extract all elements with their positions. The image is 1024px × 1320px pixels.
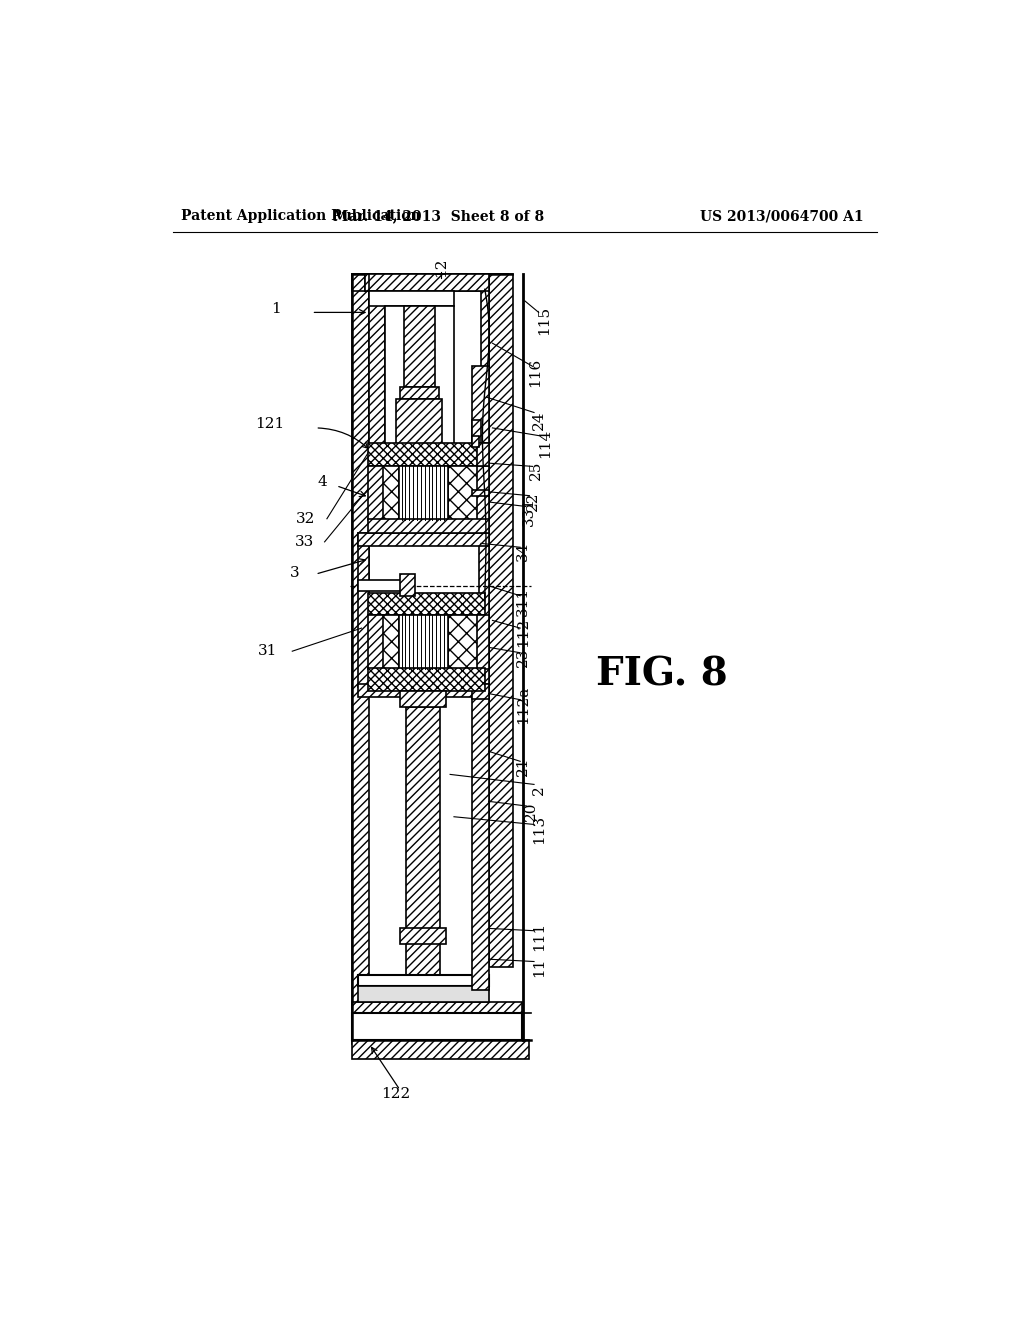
Bar: [400, 928, 446, 944]
Bar: [357, 533, 370, 686]
Text: 113: 113: [531, 816, 546, 845]
Text: Patent Application Publication: Patent Application Publication: [180, 209, 420, 223]
Bar: [368, 668, 484, 692]
Text: 311: 311: [516, 586, 530, 615]
Text: 122: 122: [382, 1086, 411, 1101]
Text: 3: 3: [291, 566, 300, 579]
Bar: [366, 275, 488, 290]
Bar: [407, 706, 440, 977]
Text: 20: 20: [524, 801, 538, 821]
Text: 121: 121: [255, 417, 285, 432]
Text: 112a: 112a: [516, 686, 530, 725]
Bar: [370, 615, 398, 669]
Bar: [357, 581, 403, 591]
Bar: [352, 275, 366, 290]
Bar: [400, 574, 416, 595]
Bar: [478, 533, 488, 686]
Bar: [398, 466, 447, 520]
Bar: [385, 306, 454, 461]
Bar: [447, 615, 478, 669]
Bar: [477, 615, 488, 669]
Bar: [477, 466, 488, 520]
Bar: [352, 1014, 521, 1040]
Text: Mar. 14, 2013  Sheet 8 of 8: Mar. 14, 2013 Sheet 8 of 8: [333, 209, 544, 223]
Bar: [368, 466, 383, 520]
Bar: [352, 1040, 529, 1059]
Text: 21: 21: [516, 756, 530, 776]
Text: 4: 4: [317, 475, 327, 488]
Text: 11: 11: [531, 957, 546, 977]
Text: US 2013/0064700 A1: US 2013/0064700 A1: [700, 209, 864, 223]
Bar: [472, 420, 481, 444]
Bar: [368, 594, 484, 615]
Bar: [370, 290, 454, 306]
Text: 12: 12: [434, 257, 447, 277]
Text: 24: 24: [531, 411, 546, 430]
Bar: [366, 275, 508, 290]
Text: 22: 22: [525, 491, 540, 511]
Bar: [352, 275, 370, 1044]
Bar: [400, 387, 438, 399]
Bar: [488, 275, 513, 966]
Bar: [396, 399, 442, 445]
Bar: [477, 444, 488, 466]
Bar: [357, 974, 488, 986]
Bar: [447, 466, 478, 520]
Text: 25: 25: [528, 461, 543, 480]
Text: FIG. 8: FIG. 8: [596, 655, 728, 693]
Text: 112: 112: [516, 618, 530, 647]
Bar: [357, 684, 488, 697]
Text: 116: 116: [528, 358, 543, 387]
Bar: [357, 532, 488, 546]
Text: 33: 33: [295, 535, 313, 549]
Bar: [472, 697, 488, 990]
Bar: [398, 615, 447, 669]
Text: 32: 32: [296, 512, 315, 525]
Bar: [472, 684, 488, 700]
Bar: [368, 615, 383, 669]
Bar: [472, 367, 488, 444]
Text: 2: 2: [531, 785, 546, 795]
Text: 34: 34: [516, 541, 530, 561]
Text: 114: 114: [538, 429, 552, 458]
Text: 115: 115: [537, 305, 551, 335]
Bar: [403, 306, 435, 387]
Bar: [357, 986, 488, 1002]
Bar: [472, 490, 488, 496]
Bar: [370, 290, 385, 491]
Bar: [368, 444, 484, 466]
Text: 1: 1: [271, 301, 281, 315]
Text: 23: 23: [516, 648, 530, 667]
Text: 111: 111: [531, 921, 546, 950]
Text: 331: 331: [521, 496, 536, 525]
Bar: [370, 466, 398, 520]
Bar: [368, 519, 488, 533]
Bar: [472, 436, 479, 447]
Bar: [352, 1002, 521, 1014]
Text: 31: 31: [257, 644, 276, 659]
Bar: [400, 692, 446, 706]
Bar: [481, 275, 488, 374]
